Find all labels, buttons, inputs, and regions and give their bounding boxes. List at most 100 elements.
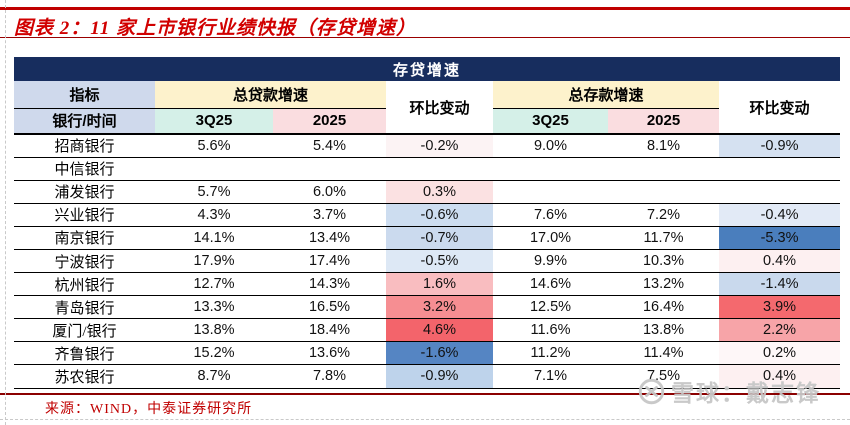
- header-row-periods: 银行/时间 3Q25 2025 3Q25 2025: [14, 108, 840, 135]
- header-deposit-2025: 2025: [608, 108, 719, 135]
- watermark: 雪球：戴志锋: [638, 374, 821, 408]
- deposit-2025-cell: 7.5%: [608, 364, 719, 389]
- deposit-3q25-cell: 14.6%: [493, 272, 608, 297]
- table-row: 宁波银行 17.9% 17.4% -0.5% 9.9% 10.3% 0.4%: [14, 249, 841, 274]
- deposit-qoq-cell: -0.9%: [719, 134, 841, 158]
- header-deposit-3q25: 3Q25: [493, 108, 608, 135]
- table-row: 中信银行: [14, 157, 841, 181]
- loan-2025-cell: 3.7%: [273, 203, 386, 227]
- bank-name-cell: 苏农银行: [14, 364, 155, 389]
- table-row: 浦发银行 5.7% 6.0% 0.3%: [14, 180, 841, 204]
- deposit-3q25-cell: 17.0%: [493, 226, 608, 250]
- bank-name-cell: 杭州银行: [14, 272, 155, 297]
- xueqiu-logo-icon: [638, 378, 665, 404]
- bank-name-cell: 浦发银行: [14, 180, 155, 204]
- bank-name-cell: 齐鲁银行: [14, 341, 155, 366]
- loan-qoq-cell: -0.9%: [386, 364, 493, 389]
- loan-qoq-cell: 3.2%: [386, 295, 493, 320]
- top-red-rule: [0, 7, 850, 10]
- deposit-2025-cell: 13.8%: [608, 318, 719, 343]
- loan-2025-cell: 7.8%: [273, 364, 386, 389]
- deposit-qoq-cell: 3.9%: [719, 295, 841, 320]
- loan-3q25-cell: [155, 157, 273, 181]
- bank-name-cell: 青岛银行: [14, 295, 155, 320]
- loan-qoq-cell: -0.6%: [386, 203, 493, 227]
- deposit-2025-cell: [608, 157, 719, 181]
- deposit-3q25-cell: [493, 180, 608, 204]
- loan-qoq-cell: 0.3%: [386, 180, 493, 204]
- deposit-qoq-cell: 2.2%: [719, 318, 841, 343]
- table-row: 南京银行 14.1% 13.4% -0.7% 17.0% 11.7% -5.3%: [14, 226, 841, 250]
- deposit-3q25-cell: 9.0%: [493, 134, 608, 158]
- bank-name-cell: 兴业银行: [14, 203, 155, 227]
- loan-3q25-cell: 13.8%: [155, 318, 273, 343]
- loan-qoq-cell: 4.6%: [386, 318, 493, 343]
- deposit-2025-cell: 11.7%: [608, 226, 719, 250]
- header-deposit-qoq-change: 环比变动: [719, 81, 841, 135]
- bank-performance-table: 存贷增速 指标 总贷款增速 环比变动 总存款增速 环比变动 银行/时间 3Q25…: [14, 57, 841, 389]
- bank-name-cell: 厦门/银行: [14, 318, 155, 343]
- loan-qoq-cell: -0.5%: [386, 249, 493, 274]
- table-row: 齐鲁银行 15.2% 13.6% -1.6% 11.2% 11.4% 0.2%: [14, 341, 841, 366]
- title-underline-rule: [0, 37, 850, 38]
- loan-3q25-cell: 15.2%: [155, 341, 273, 366]
- page-edge-bottom: [0, 419, 850, 420]
- bank-name-cell: 宁波银行: [14, 249, 155, 274]
- header-indicator: 指标: [14, 81, 155, 109]
- loan-qoq-cell: -0.2%: [386, 134, 493, 158]
- source-note: 来源：WIND，中泰证券研究所: [45, 402, 253, 417]
- loan-3q25-cell: 4.3%: [155, 203, 273, 227]
- deposit-qoq-cell: -5.3%: [719, 226, 841, 250]
- deposit-2025-cell: 8.1%: [608, 134, 719, 158]
- loan-2025-cell: 14.3%: [273, 272, 386, 297]
- deposit-3q25-cell: 7.6%: [493, 203, 608, 227]
- deposit-3q25-cell: 11.2%: [493, 341, 608, 366]
- bank-name-cell: 招商银行: [14, 134, 155, 158]
- deposit-3q25-cell: 12.5%: [493, 295, 608, 320]
- header-loan-qoq-change: 环比变动: [386, 81, 493, 135]
- loan-2025-cell: 17.4%: [273, 249, 386, 274]
- loan-2025-cell: 18.4%: [273, 318, 386, 343]
- deposit-3q25-cell: 11.6%: [493, 318, 608, 343]
- loan-2025-cell: 16.5%: [273, 295, 386, 320]
- deposit-3q25-cell: 9.9%: [493, 249, 608, 274]
- table-row: 厦门/银行 13.8% 18.4% 4.6% 11.6% 13.8% 2.2%: [14, 318, 841, 343]
- loan-qoq-cell: -0.7%: [386, 226, 493, 250]
- bank-name-cell: 南京银行: [14, 226, 155, 250]
- deposit-3q25-cell: 7.1%: [493, 364, 608, 389]
- footer-red-rule: [0, 393, 850, 395]
- loan-2025-cell: [273, 157, 386, 181]
- watermark-text: 雪球：戴志锋: [671, 380, 821, 406]
- deposit-2025-cell: 16.4%: [608, 295, 719, 320]
- loan-3q25-cell: 14.1%: [155, 226, 273, 250]
- deposit-3q25-cell: [493, 157, 608, 181]
- table-row: 兴业银行 4.3% 3.7% -0.6% 7.6% 7.2% -0.4%: [14, 203, 841, 227]
- loan-qoq-cell: [386, 157, 493, 181]
- header-loan-3q25: 3Q25: [155, 108, 273, 135]
- deposit-qoq-cell: -0.4%: [719, 203, 841, 227]
- loan-3q25-cell: 5.7%: [155, 180, 273, 204]
- figure-title: 图表 2：11 家上市银行业绩快报（存贷增速）: [14, 18, 416, 39]
- header-loan-2025: 2025: [273, 108, 386, 135]
- deposit-qoq-cell: 0.2%: [719, 341, 841, 366]
- loan-2025-cell: 13.4%: [273, 226, 386, 250]
- table-row: 杭州银行 12.7% 14.3% 1.6% 14.6% 13.2% -1.4%: [14, 272, 841, 297]
- deposit-2025-cell: [608, 180, 719, 204]
- deposit-qoq-cell: [719, 180, 841, 204]
- bank-name-cell: 中信银行: [14, 157, 155, 181]
- loan-3q25-cell: 5.6%: [155, 134, 273, 158]
- header-row-groups: 指标 总贷款增速 环比变动 总存款增速 环比变动: [14, 81, 841, 135]
- loan-3q25-cell: 12.7%: [155, 272, 273, 297]
- table-row: 苏农银行 8.7% 7.8% -0.9% 7.1% 7.5% 0.4%: [14, 364, 841, 389]
- deposit-qoq-cell: [719, 157, 841, 181]
- table-row: 招商银行 5.6% 5.4% -0.2% 9.0% 8.1% -0.9%: [14, 134, 841, 158]
- deposit-2025-cell: 7.2%: [608, 203, 719, 227]
- bank-table-body: 招商银行 5.6% 5.4% -0.2% 9.0% 8.1% -0.9% 中信银行 浦发银行 5.…: [14, 134, 841, 389]
- deposit-2025-cell: 13.2%: [608, 272, 719, 297]
- loan-qoq-cell: -1.6%: [386, 341, 493, 366]
- header-deposit-growth-group: 总存款增速: [493, 81, 719, 109]
- loan-2025-cell: 5.4%: [273, 134, 386, 158]
- table-banner: 存贷增速: [14, 57, 841, 81]
- deposit-2025-cell: 10.3%: [608, 249, 719, 274]
